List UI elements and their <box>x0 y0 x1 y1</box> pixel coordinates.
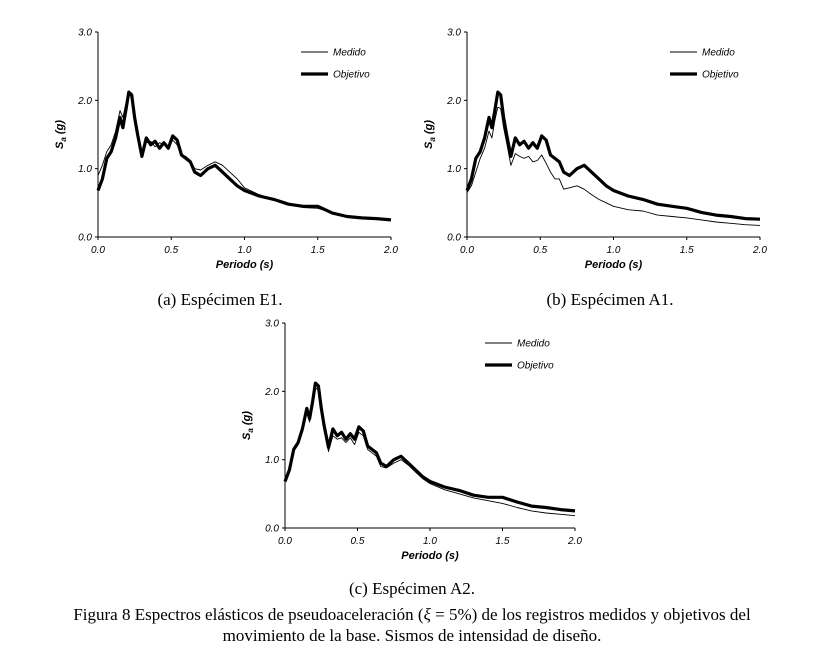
series-line-objetivo-b <box>465 90 761 221</box>
x-axis-label-b: Periodo (s) <box>585 259 643 271</box>
y-tick-label-b: 2.0 <box>446 96 461 107</box>
x-tick-label-b: 1.5 <box>680 245 694 256</box>
x-tick-label-c: 2.0 <box>567 536 582 547</box>
y-tick-label-c: 1.0 <box>265 455 279 466</box>
caption-panel-a: (a) Espécimen E1. <box>157 290 282 309</box>
x-tick-label-a: 0.5 <box>164 245 178 256</box>
figure-caption-prefix: Figura 8 Espectros elásticos de pseudoac… <box>73 605 424 624</box>
x-tick-label-b: 2.0 <box>752 245 767 256</box>
legend-label-objetivo-a: Objetivo <box>333 70 370 81</box>
y-tick-label-a: 0.0 <box>78 233 92 244</box>
y-tick-label-a: 1.0 <box>78 164 92 175</box>
x-tick-label-c: 1.0 <box>423 536 437 547</box>
legend-label-medido-b: Medido <box>702 48 735 59</box>
y-axis-label-sub-c: a <box>246 428 255 433</box>
figure-caption-suffix: = 5%) de los registros medidos y objetiv… <box>431 605 751 624</box>
x-tick-label-c: 0.5 <box>351 536 365 547</box>
series-line-medido-c <box>284 387 576 517</box>
x-tick-label-c: 1.5 <box>496 536 510 547</box>
chart-panel-b: 0.0 1.0 2.0 3.0 0.0 0.5 1.0 1.5 2.0 Periodo (s) Sa… <box>423 28 767 272</box>
y-axis-label-unit-a: (g) <box>54 120 66 137</box>
legend-label-objetivo-c: Objetivo <box>517 361 554 372</box>
x-axis-label-a: Periodo (s) <box>216 259 274 271</box>
chart-panel-a: 0.0 1.0 2.0 3.0 0.0 0.5 1.0 1.5 2.0 Periodo (s) Sa… <box>54 28 398 272</box>
figure-caption-line2: movimiento de la base. Sismos de intensi… <box>223 626 602 645</box>
y-axis-label-unit-c: (g) <box>241 411 253 428</box>
caption-panel-c: (c) Espécimen A2. <box>349 579 475 598</box>
y-axis-label-unit-b: (g) <box>423 120 435 137</box>
series-line-objetivo-c <box>283 381 576 513</box>
x-tick-label-a: 1.5 <box>311 245 325 256</box>
y-tick-label-c: 2.0 <box>264 387 279 398</box>
legend-label-medido-a: Medido <box>333 48 366 59</box>
y-tick-label-a: 2.0 <box>77 96 92 107</box>
legend-label-medido-c: Medido <box>517 339 550 350</box>
figure-caption-xi: ξ <box>424 605 432 624</box>
x-tick-label-b: 1.0 <box>607 245 621 256</box>
x-tick-label-a: 1.0 <box>238 245 252 256</box>
x-axis-label-c: Periodo (s) <box>401 550 459 562</box>
y-axis-label-sub-b: a <box>428 137 437 142</box>
y-tick-label-b: 1.0 <box>447 164 461 175</box>
series-line-medido-b <box>466 106 761 226</box>
y-axis-label-b: Sa (g) <box>423 120 437 149</box>
y-tick-label-b: 0.0 <box>447 233 461 244</box>
y-tick-label-c: 3.0 <box>265 319 279 330</box>
x-tick-label-a: 0.0 <box>91 245 105 256</box>
y-axis-label-a: Sa (g) <box>54 120 68 149</box>
figure-caption-line1: Figura 8 Espectros elásticos de pseudoac… <box>73 605 751 624</box>
legend-label-objetivo-b: Objetivo <box>702 70 739 81</box>
x-tick-label-a: 2.0 <box>383 245 398 256</box>
series-line-objetivo-a <box>96 90 392 222</box>
caption-panel-b: (b) Espécimen A1. <box>547 290 674 309</box>
chart-panel-c: 0.0 1.0 2.0 3.0 0.0 0.5 1.0 1.5 2.0 Periodo (s) Sa… <box>241 319 582 563</box>
x-tick-label-b: 0.5 <box>533 245 547 256</box>
y-axis-label-c: Sa (g) <box>241 411 255 440</box>
y-axis-label-main-b: S <box>423 141 435 149</box>
y-axis-label-main-c: S <box>241 432 253 440</box>
y-tick-label-b: 3.0 <box>447 28 461 39</box>
x-tick-label-c: 0.0 <box>278 536 292 547</box>
y-tick-label-a: 3.0 <box>78 28 92 39</box>
y-axis-label-sub-a: a <box>59 137 68 142</box>
y-tick-label-c: 0.0 <box>265 524 279 535</box>
x-tick-label-b: 0.0 <box>460 245 474 256</box>
y-axis-label-main-a: S <box>54 141 66 149</box>
